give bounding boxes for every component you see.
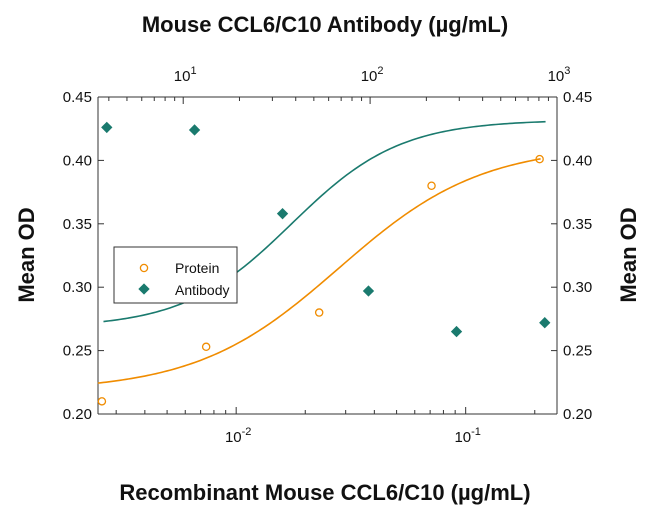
data-point-antibody: [276, 207, 289, 220]
y-tick-label-left: 0.20: [63, 406, 92, 423]
ticks-layer: 0.20 0.20 0.25 0.25 0.30 0.30 0.35 0.35 0.40 0.40…: [63, 65, 592, 446]
data-point-antibody: [101, 121, 113, 134]
y-tick-label-right: 0.25: [563, 343, 592, 360]
y-tick-label-left: 0.30: [63, 279, 92, 296]
bottom-tick-label-base: 10: [454, 429, 471, 446]
y-tick-label-left: 0.45: [63, 89, 92, 106]
y-tick-label-right: 0.45: [563, 89, 592, 106]
curves-layer: [97, 120, 546, 384]
bottom-axis-title: Recombinant Mouse CCL6/C10 (µg/mL): [119, 480, 530, 505]
legend-protein-label: Protein: [175, 260, 219, 276]
data-point-protein: [427, 181, 436, 191]
top-tick-label-exponent: 1: [190, 65, 196, 77]
top-tick-label-base: 10: [174, 68, 191, 85]
y-tick-label-right: 0.30: [563, 279, 592, 296]
fit-curve-protein: [97, 158, 541, 384]
top-tick-label-base: 10: [548, 68, 565, 85]
y-tick-label-left: 0.35: [63, 216, 92, 233]
y-tick-label-left: 0.40: [63, 152, 92, 169]
bottom-tick-label: 10-2: [225, 426, 251, 446]
top-tick-label-exponent: 3: [564, 65, 570, 77]
data-point-protein: [535, 154, 544, 164]
top-tick-label-base: 10: [361, 68, 378, 85]
left-axis-title: Mean OD: [14, 207, 39, 302]
top-tick-label: 101: [174, 65, 197, 85]
y-tick-label-right: 0.40: [563, 152, 592, 169]
bottom-tick-label-exponent: -2: [242, 426, 252, 438]
top-axis-title: Mouse CCL6/C10 Antibody (µg/mL): [142, 12, 508, 37]
fit-curve-antibody: [103, 120, 546, 323]
legend-antibody-marker: [138, 283, 150, 295]
top-tick-label-exponent: 2: [377, 65, 383, 77]
top-tick-label: 102: [361, 65, 384, 85]
bottom-tick-label-exponent: -1: [471, 426, 481, 438]
data-point-protein: [201, 342, 211, 352]
data-point-antibody: [362, 285, 375, 297]
legend-protein-marker: [139, 263, 149, 273]
data-point-antibody: [188, 124, 201, 136]
y-tick-label-right: 0.20: [563, 406, 592, 423]
top-tick-label: 103: [548, 65, 571, 85]
y-tick-label-right: 0.35: [563, 216, 592, 233]
y-tick-label-left: 0.25: [63, 343, 92, 360]
data-point-antibody: [539, 317, 551, 329]
bottom-tick-label-base: 10: [225, 429, 242, 446]
data-point-protein: [97, 397, 107, 406]
legend: Protein Antibody: [113, 246, 238, 304]
data-point-protein: [314, 308, 324, 317]
bottom-tick-label: 10-1: [454, 426, 480, 446]
legend-antibody-label: Antibody: [175, 282, 229, 298]
right-axis-title: Mean OD: [616, 207, 641, 302]
legend-box: [113, 246, 238, 304]
data-point-antibody: [450, 325, 463, 338]
